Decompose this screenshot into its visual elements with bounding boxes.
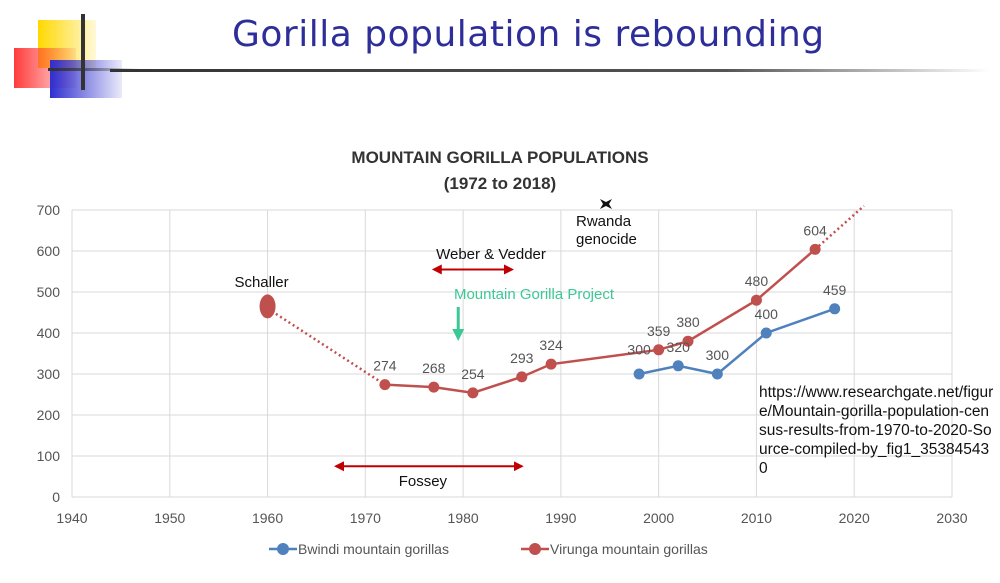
x-tick-label: 1970 [350, 510, 381, 526]
fossey-label: Fossey [399, 473, 448, 490]
x-tick-label: 2020 [839, 510, 870, 526]
dotted-trend-line [814, 204, 865, 251]
x-tick-label: 2010 [741, 510, 772, 526]
legend-marker [277, 543, 289, 555]
data-label: 293 [510, 350, 534, 366]
legend-item-1: Virunga mountain gorillas [521, 541, 708, 557]
y-tick-label: 700 [37, 202, 61, 218]
data-point [467, 387, 479, 399]
legend: Bwindi mountain gorillas Virunga mountain… [269, 541, 708, 557]
slide-title: Gorilla population is rebounding [232, 14, 825, 55]
deco-short-rule [48, 68, 140, 71]
series-points [379, 243, 841, 399]
rwanda-marker-icon [600, 199, 612, 209]
data-point [750, 294, 762, 306]
weber-vedder-label: Weber & Vedder [436, 246, 546, 263]
y-tick-label: 100 [37, 448, 61, 464]
y-tick-label: 400 [37, 325, 61, 341]
data-label: 274 [373, 358, 397, 374]
data-label: 300 [627, 341, 651, 357]
x-tick-label: 1980 [448, 510, 479, 526]
data-point [682, 335, 694, 347]
legend-label: Virunga mountain gorillas [550, 541, 708, 557]
data-label: 320 [667, 339, 691, 355]
data-point [829, 303, 841, 315]
data-label: 300 [706, 347, 730, 363]
dotted-trend-lines [266, 204, 865, 386]
x-tick-label: 1960 [252, 510, 283, 526]
title-decoration [14, 14, 140, 98]
data-label: 604 [803, 222, 827, 238]
series-line-1 [384, 248, 816, 395]
x-tick-label: 1950 [154, 510, 185, 526]
chart-title: MOUNTAIN GORILLA POPULATIONS [351, 148, 648, 167]
deco-vertical-line [81, 14, 85, 90]
data-label: 459 [823, 282, 847, 298]
data-label: 400 [755, 306, 779, 322]
y-tick-label: 200 [37, 407, 61, 423]
rwanda-label-line1: Rwanda [576, 213, 632, 230]
data-point [516, 371, 528, 383]
data-point [760, 327, 772, 339]
y-axis: 0 100 200 300 400 500 600 700 [37, 202, 61, 505]
data-point [711, 368, 723, 380]
rwanda-label-line2: genocide [576, 231, 637, 248]
x-tick-label: 1940 [56, 510, 87, 526]
y-tick-label: 500 [37, 284, 61, 300]
source-note: https://www.researchgate.net/figure/Moun… [759, 384, 994, 477]
data-point [545, 358, 557, 370]
data-label: 480 [745, 273, 769, 289]
dotted-trend-line [266, 307, 386, 386]
data-point [379, 379, 391, 391]
x-tick-label: 1990 [545, 510, 576, 526]
schaller-marker [259, 294, 276, 319]
chart-subtitle: (1972 to 2018) [444, 174, 556, 193]
data-labels: 320 300 400 459 274 268 254 293 324 359 380 480 604 3… [373, 222, 846, 381]
deco-blue-square [50, 60, 122, 98]
x-axis: 1940 1950 1960 1970 1980 1990 2000 2010 2020 2030 [56, 510, 967, 526]
data-label: 359 [647, 323, 671, 339]
data-point [809, 243, 821, 255]
legend-item-0: Bwindi mountain gorillas [269, 541, 449, 557]
mountain-gorilla-project-arrowhead [452, 329, 465, 341]
legend-marker [529, 543, 541, 555]
data-label: 268 [422, 360, 446, 376]
mountain-gorilla-project-label: Mountain Gorilla Project [454, 286, 615, 303]
data-point [633, 368, 645, 380]
data-label: 254 [461, 366, 485, 382]
x-tick-label: 2000 [643, 510, 674, 526]
y-tick-label: 0 [52, 489, 60, 505]
data-label: 324 [539, 337, 563, 353]
data-point [428, 381, 440, 393]
legend-label: Bwindi mountain gorillas [298, 541, 449, 557]
data-point [653, 344, 665, 356]
data-label: 380 [676, 314, 700, 330]
title-rule [110, 69, 990, 72]
data-point [672, 360, 684, 372]
y-tick-label: 300 [37, 366, 61, 382]
y-tick-label: 600 [37, 243, 61, 259]
grid [71, 209, 953, 498]
schaller-label: Schaller [234, 274, 288, 291]
x-tick-label: 2030 [936, 510, 967, 526]
